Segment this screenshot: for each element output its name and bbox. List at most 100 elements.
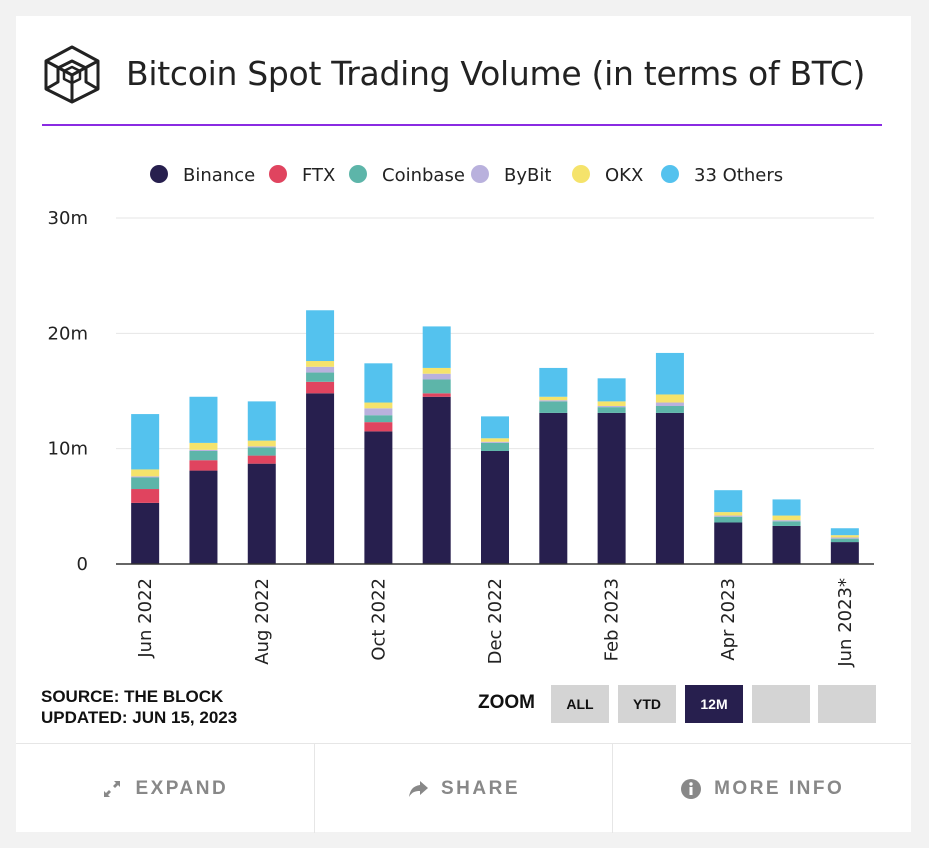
- share-icon: [409, 780, 428, 797]
- x-tick-label: Dec 2022: [485, 578, 506, 664]
- bar-33-others: [655, 352, 684, 395]
- legend-label-okx: OKX: [605, 165, 643, 186]
- x-tick-label: Apr 2023: [718, 578, 739, 661]
- bar-stack-dec-2022[interactable]: [481, 416, 509, 564]
- chart-card: Bitcoin Spot Trading Volume (in terms of…: [16, 16, 911, 833]
- bar-ftx: [247, 455, 276, 464]
- bar-binance: [714, 522, 743, 564]
- legend-label-ftx: FTX: [302, 165, 335, 186]
- bar-33-others: [422, 326, 451, 368]
- bar-bybit: [539, 400, 568, 402]
- bar-binance: [422, 396, 451, 564]
- bar-ftx: [189, 460, 218, 471]
- zoom-all-button[interactable]: ALL: [551, 685, 609, 723]
- bar-coinbase: [655, 405, 684, 413]
- more-info-button[interactable]: MORE INFO: [612, 744, 911, 833]
- y-axis: 0 10m 20m 30m: [48, 208, 88, 575]
- more-info-label: MORE INFO: [714, 777, 845, 799]
- bar-binance: [830, 542, 859, 564]
- x-tick-label: Feb 2023: [602, 578, 623, 661]
- bar-coinbase: [306, 372, 335, 382]
- bar-stack-may-2023[interactable]: [772, 499, 801, 564]
- bar-stack-nov-2022[interactable]: [422, 326, 451, 564]
- legend-marker-bybit: [471, 165, 489, 183]
- x-tick-label: Jun 2023*: [835, 578, 856, 668]
- x-tick-label: Aug 2022: [252, 578, 273, 665]
- bar-bybit: [714, 515, 743, 517]
- bar-coinbase: [189, 450, 218, 461]
- bar-binance: [772, 525, 801, 564]
- bar-bybit: [306, 366, 335, 373]
- bar-binance: [306, 393, 335, 564]
- zoom-12m-button[interactable]: 12M: [685, 685, 743, 723]
- bar-coinbase: [481, 442, 509, 451]
- bar-coinbase: [422, 379, 451, 394]
- bar-33-others: [364, 363, 393, 403]
- legend-item-okx[interactable]: OKX: [572, 165, 643, 186]
- bar-coinbase: [364, 415, 393, 423]
- grid-lines: [116, 217, 874, 450]
- expand-label: EXPAND: [135, 777, 229, 799]
- bar-33-others: [306, 310, 335, 362]
- bar-33-others: [539, 367, 568, 397]
- bar-bybit: [830, 537, 859, 539]
- bar-binance: [539, 412, 568, 564]
- bar-bybit: [597, 405, 626, 408]
- bar-stack-jul-2022[interactable]: [189, 396, 218, 564]
- bar-stack-sep-2022[interactable]: [306, 310, 335, 564]
- zoom-ytd-button[interactable]: YTD: [618, 685, 676, 723]
- bar-stack-apr-2023[interactable]: [714, 490, 743, 564]
- bar-bybit: [655, 402, 684, 406]
- info-icon: [681, 778, 702, 799]
- bar-okx: [364, 402, 393, 409]
- bar-33-others: [131, 414, 160, 470]
- x-tick-label: Jun 2022: [135, 578, 156, 659]
- bar-stack-jun-2023[interactable]: [830, 528, 859, 564]
- legend-item-ftx[interactable]: FTX: [269, 165, 335, 186]
- bar-okx: [306, 361, 335, 367]
- legend-item-33-others[interactable]: 33 Others: [661, 165, 783, 186]
- x-tick-label: Oct 2022: [368, 578, 389, 661]
- bar-33-others: [481, 416, 509, 439]
- y-tick-label: 30m: [48, 208, 88, 229]
- bar-bybit: [364, 408, 393, 416]
- y-tick-label: 0: [77, 554, 88, 575]
- bar-stack-jan-2023[interactable]: [539, 367, 568, 564]
- bar-okx: [539, 396, 568, 401]
- bar-stack-jun-2022[interactable]: [131, 414, 160, 564]
- zoom-blank-button-2[interactable]: [818, 685, 876, 723]
- card-footer: EXPAND SHARE MORE INFO: [16, 743, 911, 833]
- zoom-label: ZOOM: [478, 692, 535, 713]
- title-divider: [42, 124, 882, 126]
- bar-stack-feb-2023[interactable]: [597, 378, 626, 564]
- expand-button[interactable]: EXPAND: [16, 744, 314, 833]
- bar-coinbase: [597, 407, 626, 413]
- bar-bybit: [131, 476, 160, 478]
- bar-stack-oct-2022[interactable]: [364, 363, 393, 564]
- bar-bybit: [247, 446, 276, 448]
- legend-item-bybit[interactable]: ByBit: [471, 165, 551, 186]
- chart-legend: Binance FTX Coinbase ByBit OKX 33 Others: [150, 165, 783, 186]
- bar-okx: [481, 438, 509, 442]
- bar-bybit: [189, 449, 218, 451]
- legend-marker-okx: [572, 165, 590, 183]
- legend-item-coinbase[interactable]: Coinbase: [349, 165, 465, 186]
- bar-okx: [247, 440, 276, 447]
- share-button[interactable]: SHARE: [313, 744, 613, 833]
- bar-coinbase: [714, 516, 743, 523]
- bar-binance: [481, 450, 509, 564]
- bar-chart: Binance FTX Coinbase ByBit OKX 33 Others 0 10m…: [48, 165, 874, 668]
- bar-coinbase: [131, 477, 160, 490]
- legend-item-binance[interactable]: Binance: [150, 165, 255, 186]
- legend-marker-ftx: [269, 165, 287, 183]
- x-axis: Jun 2022 Aug 2022 Oct 2022 Dec 2022 Feb 2023…: [135, 578, 856, 668]
- bar-stack-mar-2023[interactable]: [655, 352, 684, 564]
- bar-stack-aug-2022[interactable]: [247, 401, 276, 564]
- zoom-blank-button-1[interactable]: [752, 685, 810, 723]
- bar-33-others: [189, 396, 218, 443]
- chart-header: Bitcoin Spot Trading Volume (in terms of…: [42, 44, 882, 126]
- share-label: SHARE: [441, 777, 521, 799]
- bar-okx: [830, 535, 859, 538]
- source-label: SOURCE: THE BLOCK: [41, 687, 224, 706]
- source-info: SOURCE: THE BLOCK UPDATED: JUN 15, 2023: [41, 686, 237, 728]
